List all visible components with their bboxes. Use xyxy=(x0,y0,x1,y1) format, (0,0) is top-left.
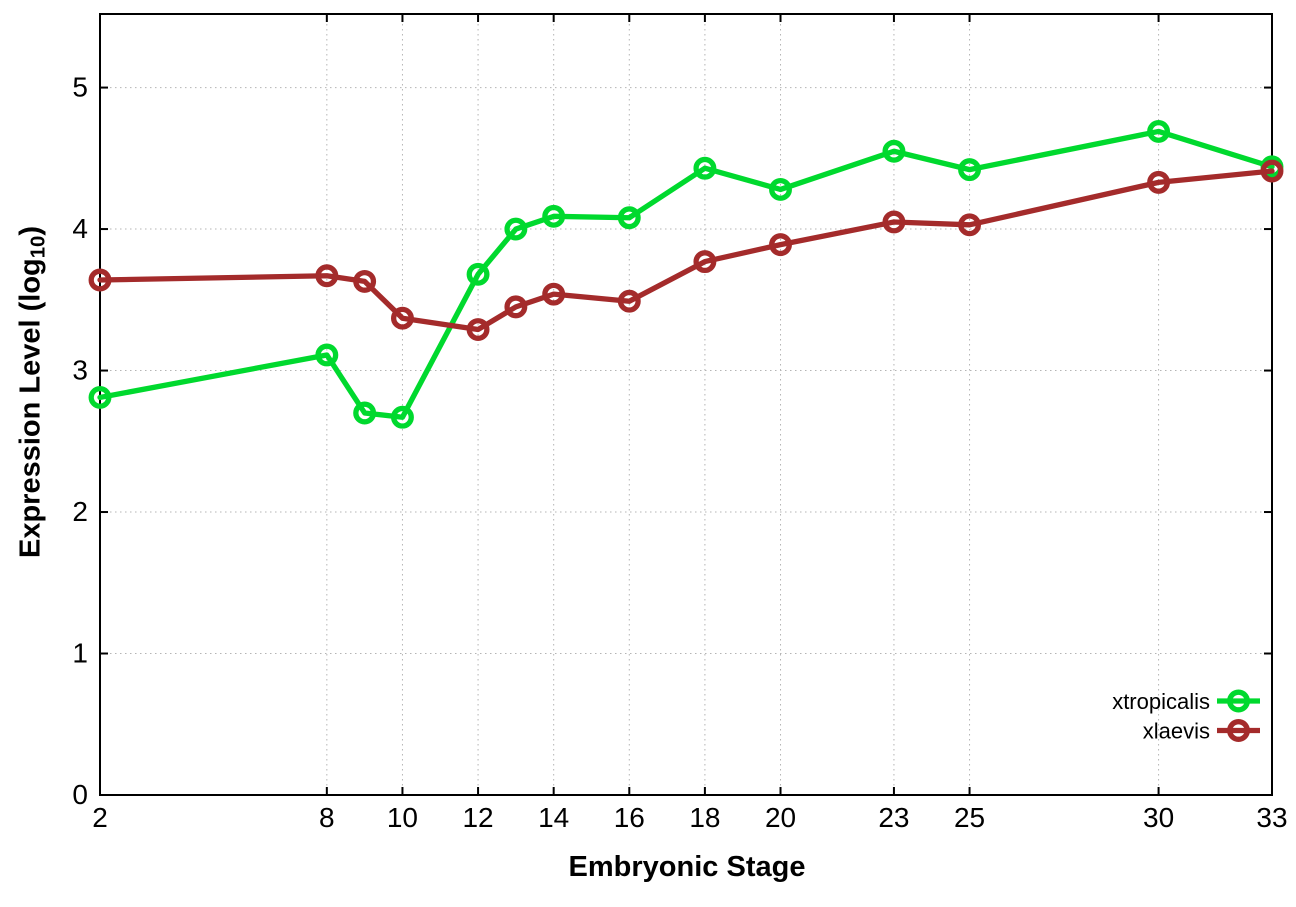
x-axis-title: Embryonic Stage xyxy=(569,851,806,884)
x-tick-label: 20 xyxy=(765,802,796,833)
data-point-xtropicalis xyxy=(542,204,566,228)
data-point-xlaevis xyxy=(958,213,981,237)
x-tick-label: 10 xyxy=(387,802,418,833)
y-axis-title: Expression Level (log10) xyxy=(14,226,50,558)
x-tick-label: 8 xyxy=(319,802,335,833)
plot-frame xyxy=(99,13,1273,796)
data-point-xtropicalis xyxy=(466,262,490,286)
data-point-xtropicalis xyxy=(88,385,112,409)
x-tick-label: 30 xyxy=(1143,802,1174,833)
legend-label-xtropicalis: xtropicalis xyxy=(1112,689,1210,714)
data-point-xlaevis xyxy=(1147,170,1171,194)
legend: xtropicalis xlaevis xyxy=(1112,689,1260,744)
data-point-xlaevis xyxy=(466,318,490,341)
data-point-xtropicalis xyxy=(315,343,339,367)
data-point-xlaevis xyxy=(391,306,414,330)
data-point-xlaevis xyxy=(88,268,112,292)
x-tick-label: 12 xyxy=(462,802,493,833)
x-tick-label: 33 xyxy=(1256,802,1287,833)
data-point-xtropicalis xyxy=(353,401,377,425)
data-point-xtropicalis xyxy=(958,158,981,182)
data-point-xlaevis xyxy=(769,233,792,257)
legend-marker-xlaevis xyxy=(1227,719,1250,742)
data-point-xtropicalis xyxy=(882,139,906,163)
y-axis-title-main: Expression Level (log xyxy=(14,258,47,558)
data-point-xlaevis xyxy=(542,282,566,306)
y-tick-label: 4 xyxy=(72,213,88,244)
data-point-xlaevis xyxy=(315,264,339,288)
x-tick-label: 23 xyxy=(878,802,909,833)
y-axis-title-close: ) xyxy=(14,226,47,236)
series-line-xlaevis xyxy=(97,168,1275,333)
data-point-xtropicalis xyxy=(617,206,641,230)
data-point-xlaevis xyxy=(693,250,717,274)
y-axis-title-subscript: 10 xyxy=(27,235,50,259)
y-tick-label: 1 xyxy=(72,638,88,669)
x-tick-label: 2 xyxy=(92,802,108,833)
x-tick-label: 18 xyxy=(689,802,720,833)
y-tick-label: 2 xyxy=(72,496,88,527)
data-point-xtropicalis xyxy=(769,177,792,201)
data-point-xlaevis xyxy=(504,295,528,319)
data-point-xlaevis xyxy=(1260,159,1284,183)
y-tick-label: 0 xyxy=(72,779,88,810)
y-tick-label: 5 xyxy=(72,72,88,103)
data-point-xtropicalis xyxy=(391,405,414,429)
x-tick-label: 14 xyxy=(538,802,569,833)
data-point-xlaevis xyxy=(617,289,641,313)
x-tick-label: 16 xyxy=(614,802,645,833)
legend-label-xlaevis: xlaevis xyxy=(1143,719,1210,744)
data-point-xlaevis xyxy=(353,269,377,293)
x-axis-title-text: Embryonic Stage xyxy=(568,851,806,883)
data-point-xtropicalis xyxy=(693,156,717,180)
data-point-xtropicalis xyxy=(1147,119,1171,143)
data-point-xtropicalis xyxy=(504,217,528,241)
legend-marker-xtropicalis xyxy=(1227,689,1250,713)
y-tick-label: 3 xyxy=(72,355,88,386)
data-point-xlaevis xyxy=(882,210,906,234)
x-tick-label: 25 xyxy=(954,802,985,833)
